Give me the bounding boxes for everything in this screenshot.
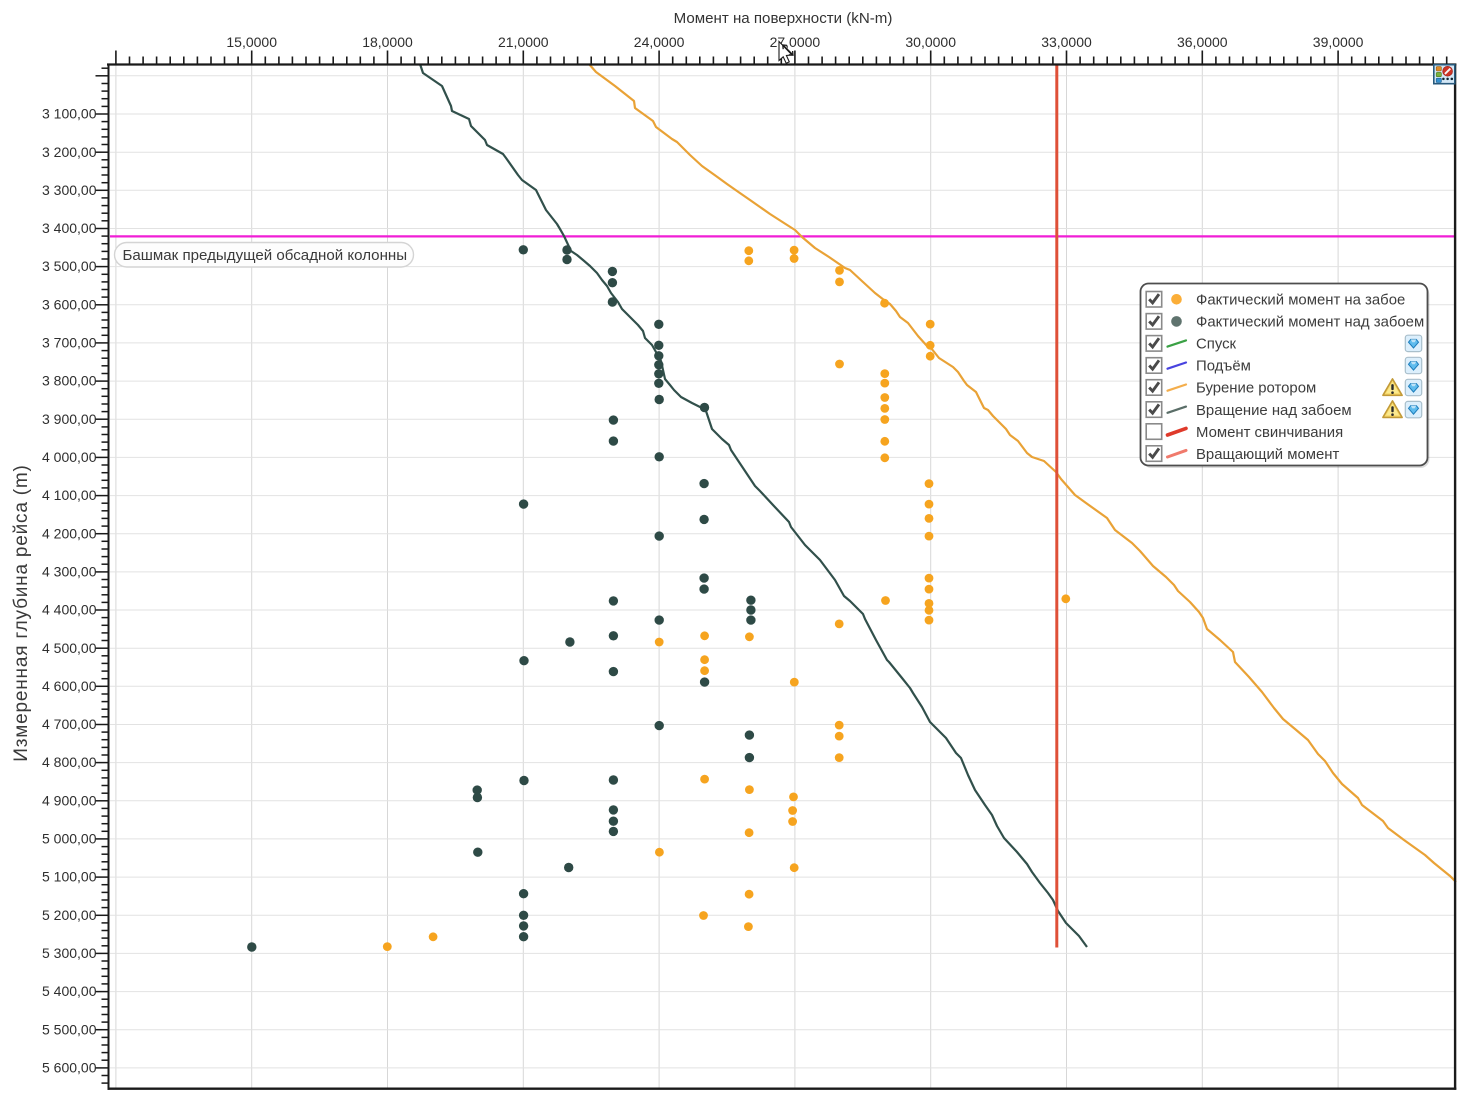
svg-text:Фактический момент на забое: Фактический момент на забое: [1196, 293, 1405, 309]
svg-text:15,0000: 15,0000: [226, 34, 277, 50]
svg-text:Бурение ротором: Бурение ротором: [1196, 381, 1316, 397]
svg-text:3 600,00: 3 600,00: [42, 296, 97, 312]
svg-text:3 200,00: 3 200,00: [42, 144, 97, 160]
svg-text:Измеренная глубина рейса (m): Измеренная глубина рейса (m): [11, 464, 32, 761]
svg-text:3 400,00: 3 400,00: [42, 220, 97, 236]
svg-text:27,0000: 27,0000: [770, 34, 821, 50]
svg-text:3 800,00: 3 800,00: [42, 373, 97, 389]
svg-text:Вращающий момент: Вращающий момент: [1196, 447, 1339, 463]
svg-text:3 300,00: 3 300,00: [42, 182, 97, 198]
svg-text:5 400,00: 5 400,00: [42, 983, 97, 999]
svg-text:Башмак предыдущей обсадной кол: Башмак предыдущей обсадной колонны: [123, 247, 408, 264]
svg-text:4 000,00: 4 000,00: [42, 449, 97, 465]
svg-text:5 100,00: 5 100,00: [42, 869, 97, 885]
svg-text:5 600,00: 5 600,00: [42, 1060, 97, 1076]
svg-text:4 700,00: 4 700,00: [42, 716, 97, 732]
svg-text:3 100,00: 3 100,00: [42, 106, 97, 122]
svg-text:21,0000: 21,0000: [498, 34, 549, 50]
svg-text:36,0000: 36,0000: [1177, 34, 1228, 50]
svg-text:Момент свинчивания: Момент свинчивания: [1196, 425, 1343, 441]
svg-text:24,0000: 24,0000: [634, 34, 685, 50]
svg-text:Вращение над забоем: Вращение над забоем: [1196, 403, 1352, 419]
svg-text:3 500,00: 3 500,00: [42, 258, 97, 274]
svg-text:Фактический момент над забоем: Фактический момент над забоем: [1196, 315, 1424, 331]
svg-text:5 000,00: 5 000,00: [42, 831, 97, 847]
svg-text:4 900,00: 4 900,00: [42, 792, 97, 808]
svg-text:Момент на поверхности (kN-m): Момент на поверхности (kN-m): [674, 10, 893, 27]
svg-text:5 300,00: 5 300,00: [42, 945, 97, 961]
svg-text:4 600,00: 4 600,00: [42, 678, 97, 694]
svg-text:5 200,00: 5 200,00: [42, 907, 97, 923]
svg-text:30,0000: 30,0000: [905, 34, 956, 50]
svg-text:Спуск: Спуск: [1196, 337, 1237, 353]
svg-text:3 700,00: 3 700,00: [42, 335, 97, 351]
svg-text:33,0000: 33,0000: [1041, 34, 1092, 50]
svg-text:4 500,00: 4 500,00: [42, 640, 97, 656]
svg-text:39,0000: 39,0000: [1313, 34, 1364, 50]
svg-text:18,0000: 18,0000: [362, 34, 413, 50]
svg-text:4 200,00: 4 200,00: [42, 525, 97, 541]
svg-text:4 100,00: 4 100,00: [42, 487, 97, 503]
svg-text:4 300,00: 4 300,00: [42, 564, 97, 580]
svg-text:4 400,00: 4 400,00: [42, 602, 97, 618]
svg-text:Подъём: Подъём: [1196, 359, 1251, 375]
svg-text:4 800,00: 4 800,00: [42, 754, 97, 770]
svg-text:5 500,00: 5 500,00: [42, 1021, 97, 1037]
svg-text:3 900,00: 3 900,00: [42, 411, 97, 427]
